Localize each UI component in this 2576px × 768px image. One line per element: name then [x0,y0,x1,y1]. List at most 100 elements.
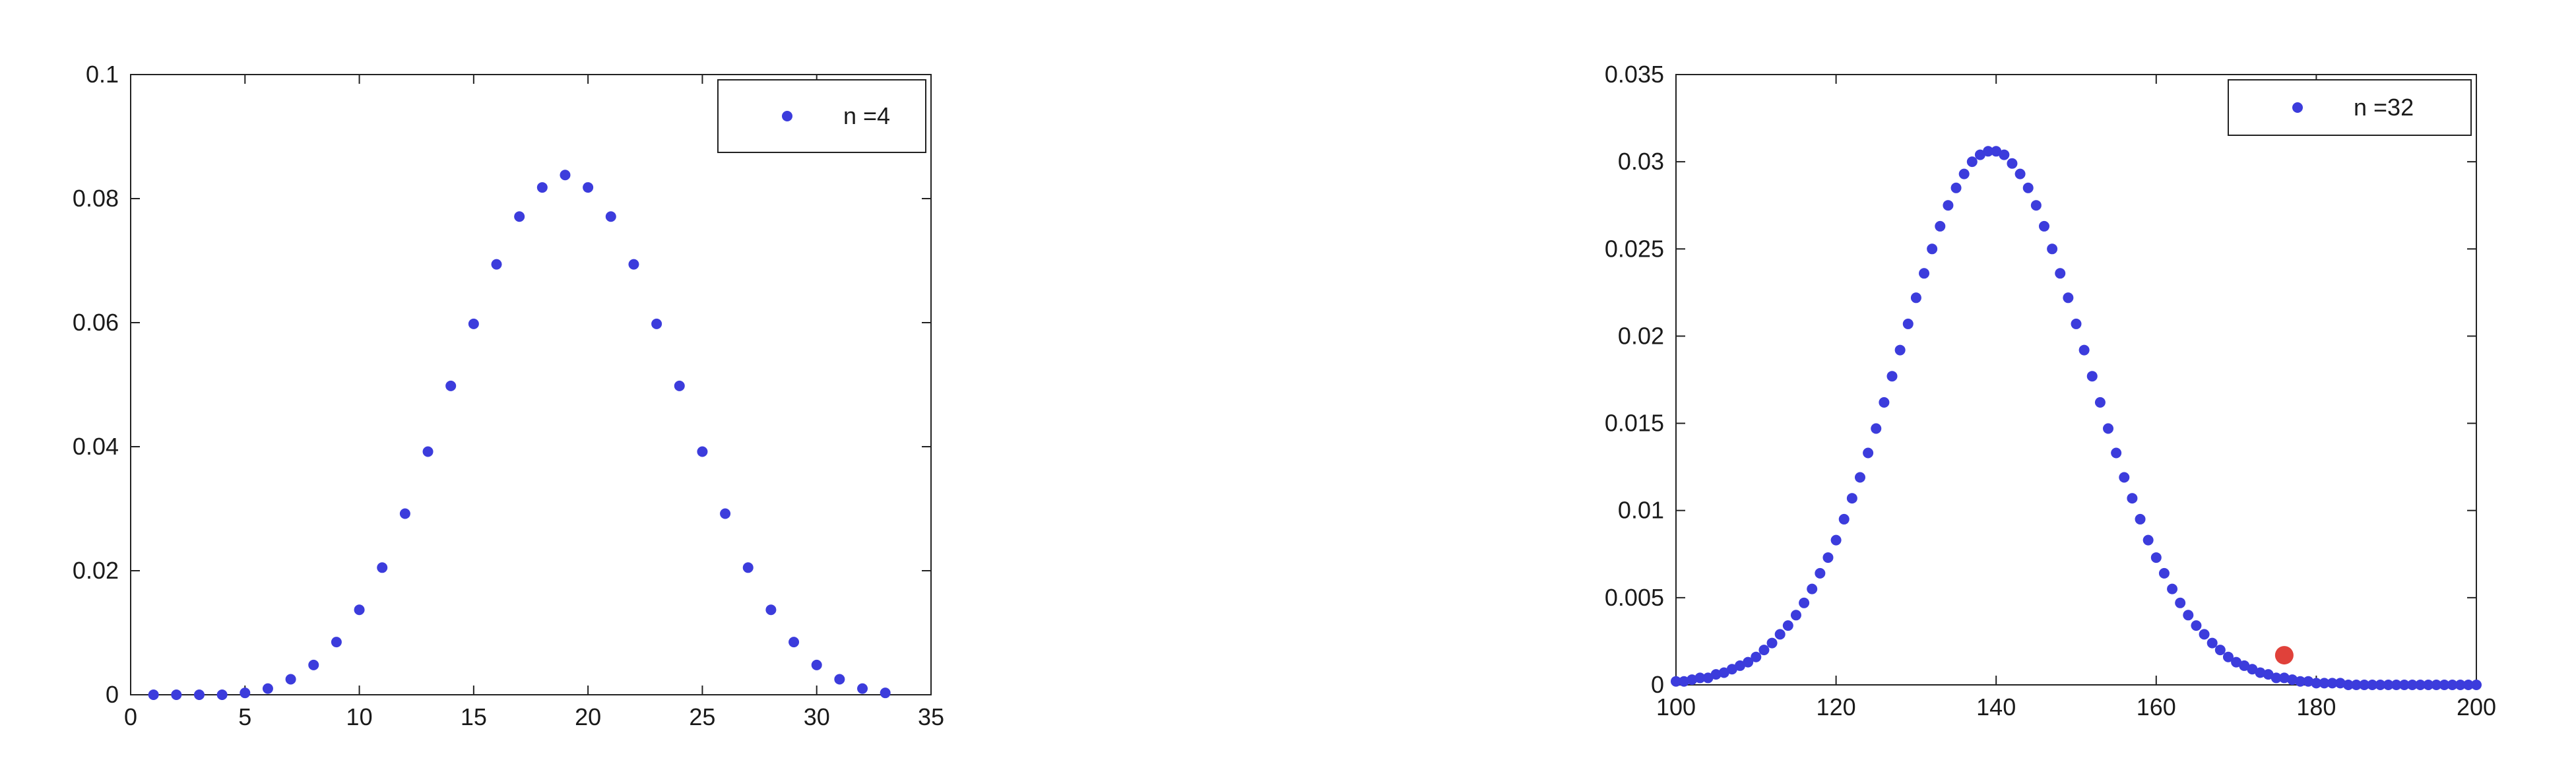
data-point [2399,680,2410,690]
legend-label: n =4 [843,102,890,129]
data-point [2247,664,2258,675]
data-point [1679,676,1690,687]
data-point [1807,583,1818,594]
legend-box [2228,79,2472,136]
data-point [377,562,388,573]
y-tick-label: 0.005 [1605,584,1664,611]
data-point [1694,672,1706,684]
data-point [651,318,662,329]
data-point [285,674,296,685]
y-tick-label: 0.1 [86,61,119,88]
data-point [2278,672,2290,684]
data-point [2014,168,2026,179]
data-point [1766,637,1778,649]
data-point [1999,149,2010,160]
legend-box [717,79,926,153]
data-point [2351,680,2362,690]
x-tick-label: 10 [346,703,373,730]
data-point [2463,680,2474,690]
data-point [2158,567,2170,579]
data-point [491,259,502,270]
data-point [1822,552,1834,563]
plot-frame [1675,74,2477,686]
data-point [2423,680,2434,690]
data-point [2167,583,2178,594]
data-point [2406,680,2418,690]
data-point [1966,156,1978,168]
data-point [2030,200,2042,211]
data-point [2391,680,2402,690]
data-point [536,182,548,193]
y-tick-label: 0.01 [1618,497,1664,524]
data-point [2471,680,2482,690]
data-point [1735,660,1746,671]
data-point [308,659,319,670]
data-point [399,508,410,519]
data-point [148,689,159,700]
data-point [1830,534,1842,546]
data-point [1854,472,1865,483]
y-tick-label: 0.02 [1618,322,1664,349]
data-point [2231,656,2242,668]
data-point [1782,620,1793,631]
data-point [2175,597,2186,608]
y-tick-label: 0.06 [73,309,119,336]
data-point [2119,472,2130,483]
chart-left: 0 5 10 15 20 25 30 35 0 0.02 0.04 0.06 0.08 0.1 n =4 [73,61,944,730]
data-point [2311,678,2322,689]
data-point [2078,344,2090,356]
data-point [2295,676,2306,687]
data-point [2375,680,2386,690]
data-point [262,683,273,694]
legend-label: n =32 [2354,94,2414,121]
x-tick-label: 120 [1817,693,1856,720]
data-point [2111,447,2122,459]
data-point [1927,243,1938,255]
data-point [2303,676,2314,687]
data-point [1815,567,1826,579]
data-point [193,689,205,700]
x-tick-label: 15 [461,703,487,730]
data-point [2038,220,2049,232]
data-point [1751,651,1762,662]
x-tick-label: 140 [1976,693,2016,720]
data-point [834,674,845,685]
data-point [857,683,868,694]
data-point [1758,645,1770,656]
data-point [1983,146,1994,157]
data-point [1846,493,1857,504]
data-point [2191,620,2202,631]
data-point [2206,637,2218,649]
data-point [2431,680,2442,690]
data-point [331,637,342,648]
data-point [1886,371,1898,382]
data-point [560,170,571,181]
y-tick-label: 0 [1651,671,1664,698]
data-point [674,380,685,391]
data-point [216,689,228,700]
legend-marker [782,111,792,121]
data-point [468,318,479,329]
data-point [742,562,754,573]
data-point [2334,678,2346,689]
data-point [811,659,822,670]
data-point [789,637,800,648]
data-point [2063,292,2074,304]
data-point [1726,664,1737,675]
data-point [1671,676,1681,687]
data-point [2263,669,2274,680]
x-tick-label: 35 [918,703,944,730]
data-point [1919,268,1930,279]
x-tick-label: 100 [1656,693,1696,720]
data-point [1910,292,1921,304]
data-point [2287,674,2298,686]
data-point [2142,534,2154,546]
data-point [2359,680,2370,690]
data-point [2007,158,2018,169]
data-point [765,604,777,616]
x-tick-label: 5 [238,703,251,730]
data-point [2255,667,2266,678]
y-tick-label: 0.035 [1605,61,1664,88]
data-point [1799,597,1810,608]
data-point [2199,629,2210,640]
